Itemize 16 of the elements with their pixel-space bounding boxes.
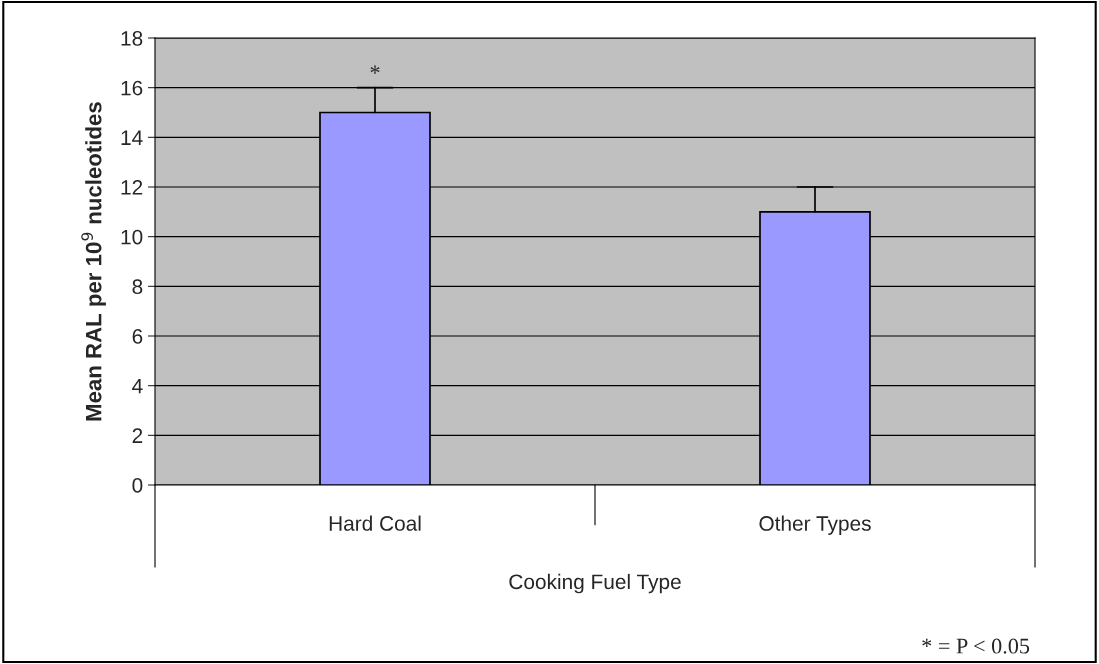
x-tick-label: Other Types xyxy=(759,515,871,535)
y-tick-label: 8 xyxy=(132,279,143,295)
x-tick-label: Hard Coal xyxy=(329,515,421,531)
y-tick-label: 10 xyxy=(121,229,143,245)
text: * = P < 0.05 xyxy=(922,638,1030,654)
y-tick-label: 14 xyxy=(121,130,143,145)
y-tick-label: 2 xyxy=(132,428,143,443)
y-tick-label: 6 xyxy=(132,329,143,344)
annotation: * xyxy=(370,65,380,74)
y-tick-label: 12 xyxy=(121,180,143,195)
y-tick-label: 16 xyxy=(121,80,143,96)
y-tick-label: 4 xyxy=(132,378,143,394)
y-axis-title: Mean RAL per 10$^{9}$ nucleotides xyxy=(81,102,106,421)
x-axis-title: Cooking Fuel Type xyxy=(509,573,681,594)
y-tick-label: 0 xyxy=(132,478,143,493)
y-tick-label: 18 xyxy=(121,31,143,46)
